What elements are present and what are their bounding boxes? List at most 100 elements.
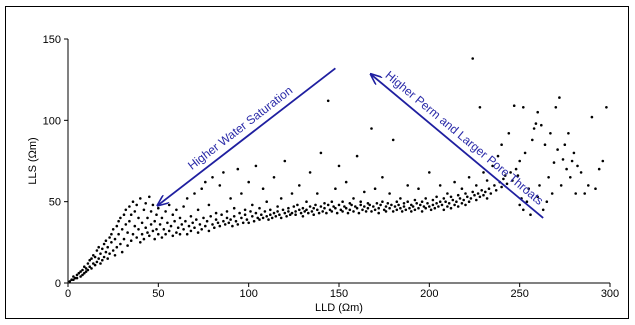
data-point — [92, 262, 95, 265]
data-point — [391, 210, 395, 213]
data-point — [153, 237, 156, 241]
data-point — [124, 208, 128, 212]
data-point — [234, 219, 238, 223]
data-point — [400, 210, 404, 213]
data-point — [310, 210, 314, 213]
data-point — [229, 197, 232, 200]
data-point — [377, 206, 381, 210]
data-point — [417, 206, 420, 210]
data-point — [491, 164, 494, 168]
data-point — [113, 237, 117, 241]
data-point — [406, 200, 410, 203]
data-point — [601, 159, 605, 163]
data-point — [496, 154, 500, 158]
data-point — [146, 231, 149, 234]
data-point — [117, 219, 120, 223]
data-point — [399, 197, 402, 200]
data-point — [337, 164, 341, 168]
data-point — [570, 159, 574, 163]
data-point — [359, 200, 363, 203]
data-point — [135, 236, 138, 239]
data-point — [464, 192, 467, 195]
data-point — [576, 164, 579, 168]
data-point — [453, 180, 456, 184]
data-point — [258, 206, 261, 210]
data-point — [151, 203, 155, 207]
data-point — [175, 231, 178, 234]
data-point — [529, 213, 532, 216]
data-point — [104, 250, 108, 254]
data-point — [126, 231, 129, 234]
data-point — [157, 232, 160, 236]
data-point — [131, 232, 135, 236]
data-point — [419, 203, 422, 207]
data-point — [299, 211, 303, 215]
data-point — [122, 237, 126, 241]
data-point — [467, 200, 471, 203]
data-point — [478, 195, 482, 199]
data-point — [507, 132, 511, 135]
data-point — [196, 231, 200, 234]
data-point — [99, 262, 102, 265]
data-point — [93, 263, 97, 267]
data-point — [111, 249, 115, 252]
data-point — [196, 208, 200, 212]
data-point — [167, 203, 171, 207]
data-point — [84, 270, 88, 273]
data-point — [222, 171, 225, 174]
data-point — [301, 206, 305, 210]
data-point — [471, 190, 475, 194]
data-point — [531, 138, 534, 142]
data-point — [274, 215, 278, 218]
annotations: Higher Water Saturation Higher Perm and L… — [158, 67, 546, 219]
data-point — [368, 203, 372, 207]
data-point — [373, 187, 377, 190]
data-point — [285, 215, 288, 218]
data-point — [511, 179, 514, 182]
data-point — [301, 215, 305, 218]
data-point — [290, 211, 294, 215]
data-point — [355, 154, 359, 158]
data-point — [554, 106, 558, 109]
data-point — [319, 205, 323, 208]
data-point — [128, 205, 131, 208]
data-point — [97, 257, 100, 260]
data-point — [451, 198, 455, 202]
data-point — [111, 228, 115, 231]
data-point — [597, 167, 601, 171]
data-point — [438, 184, 442, 187]
data-point — [294, 210, 297, 213]
data-point — [478, 106, 482, 109]
data-point — [77, 271, 81, 275]
data-point — [388, 206, 391, 210]
data-point — [153, 219, 156, 223]
data-point — [93, 255, 97, 259]
data-point — [435, 202, 438, 205]
data-point — [258, 218, 261, 221]
data-point — [155, 213, 158, 216]
data-point — [509, 171, 512, 174]
x-tick-label: 200 — [420, 288, 438, 300]
data-point — [173, 219, 176, 223]
data-point — [594, 187, 597, 190]
data-point — [256, 216, 259, 220]
data-point — [241, 221, 245, 225]
data-point — [366, 206, 370, 210]
data-point — [249, 210, 252, 213]
data-point — [245, 218, 249, 221]
data-point — [408, 206, 411, 210]
data-point — [363, 190, 366, 194]
data-point — [149, 223, 153, 226]
data-point — [469, 197, 473, 200]
data-point — [182, 228, 185, 231]
data-point — [142, 208, 146, 212]
data-point — [220, 213, 223, 216]
data-point — [404, 208, 408, 212]
data-point — [182, 205, 185, 208]
data-point — [550, 192, 554, 195]
data-point — [222, 219, 225, 223]
data-point — [95, 260, 99, 264]
data-point — [413, 198, 417, 202]
data-point — [115, 224, 119, 228]
data-point — [261, 216, 265, 220]
